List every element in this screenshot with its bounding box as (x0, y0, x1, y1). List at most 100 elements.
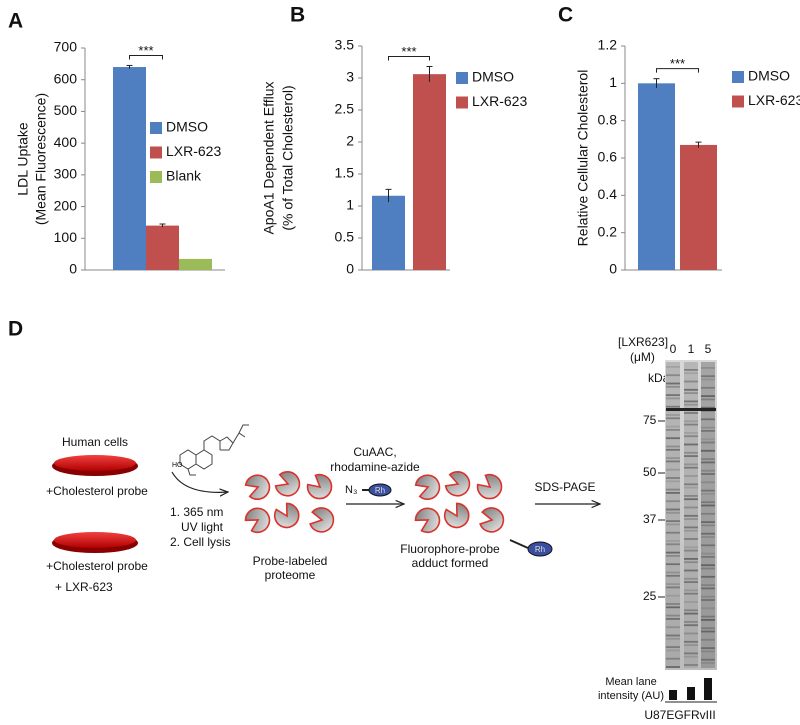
step-text: Fluorophore-probe (400, 542, 500, 556)
rhodamine (527, 541, 553, 557)
gel-band (684, 372, 698, 375)
gel-band (701, 458, 715, 460)
gel-band (701, 426, 715, 429)
y-tick-label: 0.4 (598, 186, 618, 202)
gel-band (701, 564, 715, 567)
dish-label: +Cholesterol probe (46, 484, 148, 498)
significance-bracket (388, 55, 430, 61)
gel-band (666, 666, 680, 668)
gel-band (684, 592, 698, 595)
gel-band (701, 378, 715, 381)
molecule-atom: HO (172, 462, 183, 469)
gel-band (701, 630, 715, 633)
step-text: rhodamine-azide (330, 460, 420, 474)
gel-band (684, 655, 698, 658)
gel-band (666, 414, 680, 416)
gel-band (701, 504, 715, 507)
y-tick-label: 0 (69, 261, 77, 277)
gel-band (666, 657, 680, 660)
gel-band (684, 577, 698, 580)
step-text: 2. Cell lysis (170, 535, 231, 549)
gel-band (684, 514, 698, 517)
lane-label: 1 (688, 342, 695, 356)
y-tick-label: 0.5 (335, 229, 355, 245)
gel-band (701, 489, 715, 492)
gel-band (701, 658, 715, 661)
gel-band (684, 632, 698, 635)
gel-band (666, 500, 680, 503)
bar (680, 144, 717, 270)
gel-band (684, 549, 698, 552)
gel-band (684, 483, 698, 486)
gel-band (684, 403, 698, 406)
y-tick-label: 100 (54, 229, 78, 245)
y-tick-label: 400 (54, 134, 78, 150)
gel-band (666, 520, 680, 522)
gel-band (666, 488, 680, 491)
gel-band (701, 619, 715, 621)
gel-band (701, 615, 715, 618)
y-tick-label: 200 (54, 197, 78, 213)
gel-band (666, 543, 680, 546)
dish (54, 532, 136, 548)
gel-band (684, 609, 698, 612)
intensity-label: Mean lane (605, 676, 656, 688)
gel-band (684, 526, 698, 529)
gel-band (666, 508, 680, 511)
gel-band (701, 552, 715, 555)
gel-band (684, 546, 698, 549)
legend-label: DMSO (472, 69, 514, 85)
gel-band (666, 594, 680, 597)
lane-label: 5 (705, 342, 712, 356)
gel-band (701, 461, 715, 464)
bar (638, 83, 675, 270)
gel-band (666, 366, 680, 368)
gel-band (684, 529, 698, 532)
gel-band (666, 618, 680, 620)
y-tick-label: 700 (54, 39, 78, 55)
y-tick-label: 600 (54, 70, 78, 86)
conc-label: [LXR623] (618, 335, 668, 349)
legend-label: DMSO (166, 119, 208, 135)
step-text: UV light (181, 520, 224, 534)
significance-bracket (656, 68, 699, 73)
gel-band (684, 589, 698, 592)
gel-band (666, 586, 680, 589)
dish (54, 455, 136, 471)
gel-band (701, 638, 715, 641)
cells-title: Human cells (62, 435, 128, 449)
gel-band (666, 551, 680, 554)
lane-label: 0 (670, 342, 677, 356)
legend-label: DMSO (748, 68, 790, 84)
gel-band (684, 463, 698, 466)
arrow (171, 471, 228, 492)
y-tick-label: 1 (609, 74, 617, 90)
gel-band (666, 583, 680, 585)
gel-band (666, 457, 680, 459)
y-axis-label: ApoA1 Dependent Efflux (261, 81, 277, 234)
legend-swatch (456, 96, 468, 109)
gel-band (666, 385, 680, 388)
gel-band (666, 511, 680, 514)
gel-band (701, 441, 715, 444)
gel-band (701, 595, 715, 598)
gel-band (666, 614, 680, 617)
cell-line: U87EGFRvIII (644, 708, 715, 722)
y-tick-label: 0 (609, 261, 617, 277)
step-text: 1. 365 nm (170, 505, 223, 519)
gel-band (701, 481, 715, 484)
step-text: CuAAC, (353, 445, 396, 459)
y-tick-label: 3 (346, 69, 354, 85)
legend-swatch (150, 171, 162, 183)
gel-lane (701, 362, 715, 668)
gel-band (666, 555, 680, 557)
dish-label: + LXR-623 (55, 580, 113, 594)
significance-label: *** (401, 44, 416, 59)
gel-band (701, 607, 715, 610)
gel-band (684, 443, 698, 446)
gel-band (684, 400, 698, 403)
gel-band (666, 397, 680, 400)
gel-band (701, 544, 715, 547)
gel-band (701, 662, 715, 664)
gel-band (684, 388, 698, 391)
